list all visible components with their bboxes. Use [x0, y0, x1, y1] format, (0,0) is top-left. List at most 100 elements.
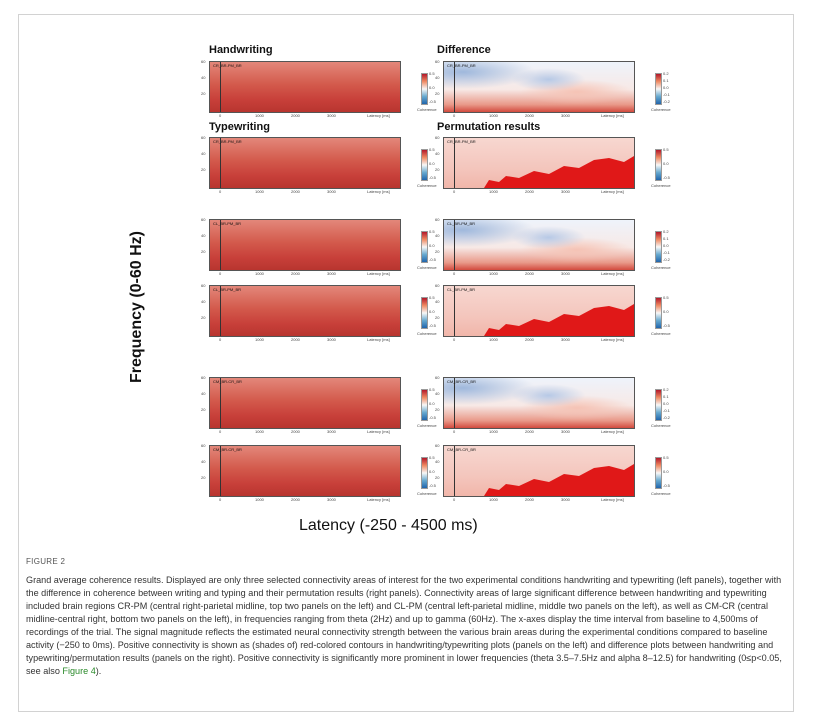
- x-tick-label: 0: [219, 271, 222, 276]
- x-tick-label: Latency [ms]: [601, 337, 624, 342]
- baseline-marker: [220, 446, 221, 496]
- x-tick-label: Latency [ms]: [367, 337, 390, 342]
- y-tick-label: 60: [201, 375, 206, 380]
- colorbar-label: Coherence: [417, 423, 437, 428]
- figure-frame: Frequency (0-60 Hz) Latency (-250 - 4500…: [18, 14, 794, 712]
- x-tick-label: 2000: [525, 337, 534, 342]
- x-tick-label: 3000: [327, 497, 336, 502]
- x-tick-label: Latency [ms]: [367, 271, 390, 276]
- y-tick-label: 40: [435, 151, 440, 156]
- x-tick-label: 0: [219, 337, 222, 342]
- heatmap-plot: CL_BR-PM_BR: [209, 285, 401, 337]
- y-tick-label: 40: [435, 75, 440, 80]
- x-tick-label: 1000: [489, 497, 498, 502]
- colorbar-tick: -0.5: [429, 415, 436, 420]
- colorbar-tick: -0.2: [663, 415, 670, 420]
- colorbar-tick: -0.5: [663, 483, 670, 488]
- x-tick-label: 3000: [561, 271, 570, 276]
- x-tick-label: 3000: [327, 429, 336, 434]
- colorbar: [655, 457, 662, 489]
- y-tick-label: 60: [201, 135, 206, 140]
- colorbar-tick: 0.0: [663, 469, 669, 474]
- section-title-permutation: Permutation results: [437, 121, 541, 133]
- baseline-marker: [454, 378, 455, 428]
- x-tick-label: 2000: [525, 189, 534, 194]
- heatmap-plot: CM_BR-CR_BR: [209, 445, 401, 497]
- y-tick-label: 40: [201, 75, 206, 80]
- x-tick-label: 2000: [525, 497, 534, 502]
- colorbar: [421, 231, 428, 263]
- x-tick-label: 1000: [489, 429, 498, 434]
- y-tick-label: 40: [435, 459, 440, 464]
- colorbar-tick: -0.5: [429, 483, 436, 488]
- colorbar-tick: -0.5: [663, 175, 670, 180]
- y-tick-label: 40: [201, 391, 206, 396]
- colorbar-label: Coherence: [417, 265, 437, 270]
- x-tick-label: 2000: [525, 271, 534, 276]
- baseline-marker: [454, 286, 455, 336]
- heatmap-plot: CL_BR-PM_BR: [443, 285, 635, 337]
- x-tick-label: 3000: [561, 337, 570, 342]
- y-tick-label: 60: [435, 135, 440, 140]
- x-tick-label: Latency [ms]: [601, 271, 624, 276]
- y-tick-label: 20: [201, 249, 206, 254]
- x-tick-label: 2000: [291, 189, 300, 194]
- colorbar-tick: -0.2: [663, 257, 670, 262]
- y-tick-label: 60: [435, 375, 440, 380]
- panel-tag: CM_BR-CR_BR: [447, 447, 476, 452]
- x-tick-label: 0: [453, 189, 456, 194]
- colorbar-tick: 0.0: [429, 85, 435, 90]
- x-tick-label: 0: [453, 429, 456, 434]
- colorbar-label: Coherence: [651, 183, 671, 188]
- section-title-difference: Difference: [437, 44, 491, 56]
- colorbar-tick: -0.1: [663, 250, 670, 255]
- colorbar-tick: -0.1: [663, 408, 670, 413]
- colorbar-tick: 0.0: [663, 243, 669, 248]
- figure-2: Frequency (0-60 Hz) Latency (-250 - 4500…: [19, 15, 793, 545]
- y-tick-label: 60: [435, 443, 440, 448]
- panel-tag: CR_BR-PM_BR: [213, 63, 242, 68]
- colorbar-tick: 0.0: [429, 243, 435, 248]
- x-tick-label: 3000: [561, 113, 570, 118]
- panel-tag: CR_BR-PM_BR: [447, 139, 476, 144]
- x-tick-label: 1000: [489, 189, 498, 194]
- colorbar-tick: -0.5: [663, 323, 670, 328]
- x-tick-label: Latency [ms]: [601, 113, 624, 118]
- colorbar: [421, 297, 428, 329]
- figure-4-link[interactable]: Figure 4: [62, 666, 96, 676]
- colorbar-tick: 0.0: [663, 161, 669, 166]
- x-tick-label: 3000: [327, 113, 336, 118]
- baseline-marker: [454, 220, 455, 270]
- y-axis-label: Frequency (0-60 Hz): [128, 230, 145, 384]
- colorbar: [421, 457, 428, 489]
- x-tick-label: 0: [219, 189, 222, 194]
- y-tick-label: 20: [435, 167, 440, 172]
- y-tick-label: 40: [435, 391, 440, 396]
- colorbar-tick: 0.5: [663, 295, 669, 300]
- y-tick-label: 20: [201, 475, 206, 480]
- colorbar: [421, 73, 428, 105]
- colorbar-label: Coherence: [417, 331, 437, 336]
- x-tick-label: 3000: [561, 189, 570, 194]
- colorbar-tick: 0.0: [663, 85, 669, 90]
- panel-tag: CR_BR-PM_BR: [213, 139, 242, 144]
- x-tick-label: 0: [453, 271, 456, 276]
- x-tick-label: Latency [ms]: [367, 429, 390, 434]
- y-tick-label: 60: [201, 283, 206, 288]
- section-title-handwriting: Handwriting: [209, 44, 273, 56]
- heatmap-plot: CR_BR-PM_BR: [443, 61, 635, 113]
- colorbar-label: Coherence: [417, 491, 437, 496]
- colorbar: [655, 389, 662, 421]
- colorbar-tick: 0.5: [429, 147, 435, 152]
- figure-caption: FIGURE 2 Grand average coherence results…: [26, 555, 786, 678]
- colorbar: [421, 149, 428, 181]
- x-tick-label: 2000: [525, 429, 534, 434]
- x-tick-label: 1000: [489, 271, 498, 276]
- x-tick-label: 2000: [291, 497, 300, 502]
- y-tick-label: 40: [201, 459, 206, 464]
- colorbar-tick: 0.2: [663, 387, 669, 392]
- x-tick-label: 1000: [489, 113, 498, 118]
- y-tick-label: 20: [435, 475, 440, 480]
- x-tick-label: 0: [219, 113, 222, 118]
- baseline-marker: [454, 62, 455, 112]
